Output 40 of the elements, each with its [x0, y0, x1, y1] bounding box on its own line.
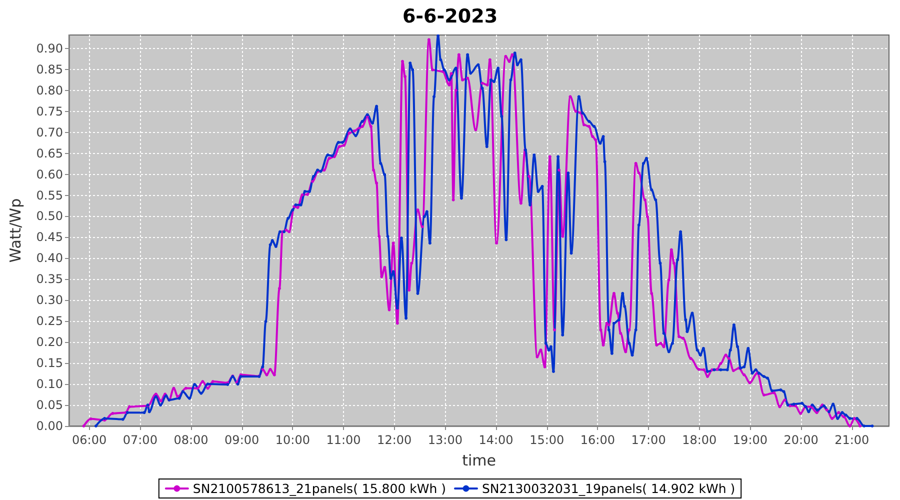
- y-tick-label: 0.75: [36, 104, 63, 118]
- y-tick-label: 0.70: [36, 125, 63, 140]
- x-axis-title: time: [462, 452, 496, 470]
- x-tick-label: 10:00: [275, 433, 310, 447]
- x-tick-label: 13:00: [428, 433, 462, 447]
- y-tick-label: 0.15: [36, 356, 63, 370]
- y-tick-label: 0.20: [36, 335, 63, 350]
- x-tick-label: 14:00: [478, 433, 514, 447]
- y-tick-label: 0.50: [36, 209, 63, 224]
- legend-label: SN2100578613_21panels( 15.800 kWh ): [192, 481, 446, 496]
- x-tick-label: 07:00: [122, 433, 158, 447]
- y-tick-label: 0.00: [36, 419, 63, 433]
- legend-label: SN2130032031_19panels( 14.902 kWh ): [482, 481, 736, 496]
- y-tick-label: 0.60: [36, 167, 63, 182]
- x-tick-label: 17:00: [631, 433, 666, 447]
- y-axis-title: Watt/Wp: [6, 198, 24, 263]
- y-tick-label: 0.10: [36, 377, 63, 392]
- chart-title: 6-6-2023: [402, 6, 498, 28]
- x-tick-label: 12:00: [377, 433, 412, 447]
- x-tick-label: 21:00: [834, 433, 870, 447]
- y-tick-label: 0.45: [36, 230, 63, 244]
- y-tick-label: 0.65: [36, 146, 63, 160]
- y-tick-label: 0.40: [36, 251, 63, 266]
- y-tick-label: 0.25: [36, 314, 63, 328]
- y-tick-label: 0.90: [36, 41, 63, 56]
- x-tick-label: 11:00: [326, 433, 361, 447]
- y-tick-label: 0.55: [36, 188, 63, 202]
- x-tick-label: 06:00: [72, 433, 107, 447]
- x-tick-label: 16:00: [580, 433, 615, 447]
- y-tick-label: 0.35: [36, 272, 63, 286]
- x-tick-label: 18:00: [682, 433, 717, 447]
- y-tick-label: 0.05: [36, 398, 63, 412]
- y-tick-label: 0.80: [36, 83, 63, 98]
- y-tick-label: 0.85: [36, 62, 63, 76]
- x-tick-label: 09:00: [224, 433, 260, 447]
- y-tick-label: 0.30: [36, 293, 63, 308]
- x-tick-label: 19:00: [732, 433, 768, 447]
- x-tick-label: 20:00: [784, 433, 818, 447]
- x-tick-label: 08:00: [174, 433, 208, 447]
- x-tick-label: 15:00: [530, 433, 564, 447]
